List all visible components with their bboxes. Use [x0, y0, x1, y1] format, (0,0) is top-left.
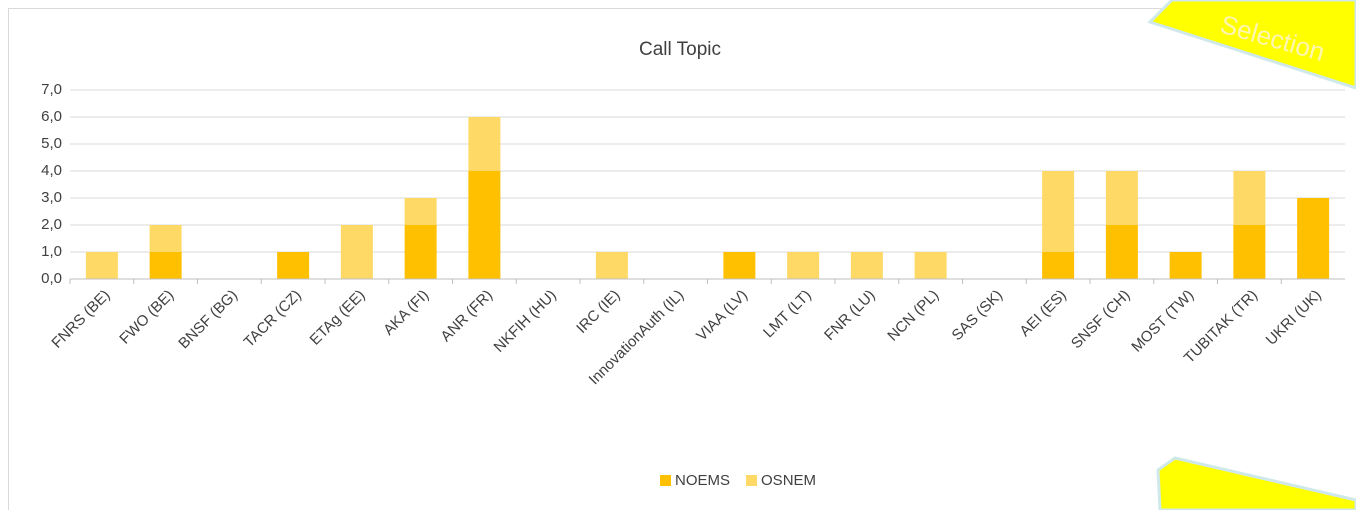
bar-segment: [1297, 198, 1330, 279]
sticky-note: [1156, 456, 1356, 510]
legend-swatch: [660, 475, 671, 486]
y-tick-label: 1,0: [41, 243, 62, 260]
bar-segment: [468, 117, 501, 171]
bar-segment: [1105, 225, 1138, 279]
bar-segment: [85, 252, 118, 279]
sticky-note: [1147, 0, 1356, 90]
legend-label: NOEMS: [675, 472, 730, 489]
y-tick-label: 7,0: [41, 81, 62, 98]
legend-swatch: [746, 475, 758, 486]
bar-segment: [1042, 252, 1075, 279]
y-tick-label: 6,0: [41, 108, 62, 125]
bar-segment: [149, 252, 182, 279]
bar-segment: [468, 171, 501, 279]
y-tick-label: 4,0: [41, 162, 62, 179]
bar-segment: [1233, 171, 1266, 225]
bar-segment: [404, 225, 437, 279]
y-tick-label: 2,0: [41, 216, 62, 233]
bar-segment: [277, 252, 310, 279]
bar-segment: [1233, 225, 1266, 279]
bar-segment: [595, 252, 628, 279]
bar-segment: [1042, 171, 1075, 252]
bar-segment: [723, 252, 756, 279]
legend-label: OSNEM: [761, 472, 816, 489]
bar-segment: [787, 252, 820, 279]
chart-frame: [8, 8, 1356, 510]
y-tick-label: 3,0: [41, 189, 62, 206]
bar-segment: [404, 198, 437, 225]
y-tick-label: 0,0: [41, 270, 62, 287]
y-tick-label: 5,0: [41, 135, 62, 152]
chart-title: Call Topic: [639, 39, 721, 60]
bar-segment: [914, 252, 947, 279]
bar-segment: [340, 225, 373, 279]
bar-segment: [1105, 171, 1138, 225]
bar-segment: [1169, 252, 1202, 279]
bar-segment: [850, 252, 883, 279]
bar-segment: [149, 225, 182, 252]
